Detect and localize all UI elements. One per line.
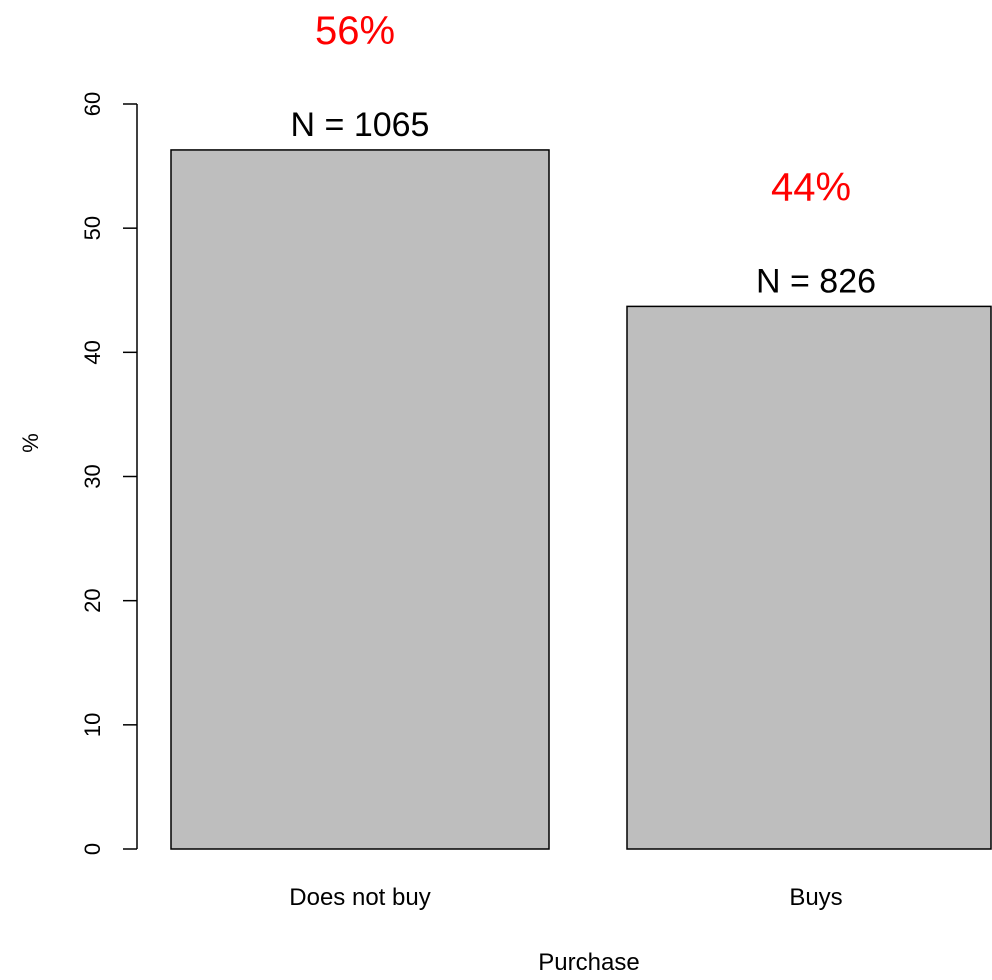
count-label: N = 826 — [756, 262, 876, 300]
y-tick-label: 50 — [80, 216, 105, 240]
percent-label: 56% — [315, 9, 395, 53]
y-axis-title: % — [18, 433, 43, 453]
count-label: N = 1065 — [291, 106, 430, 144]
x-axis-title: Purchase — [538, 949, 639, 975]
bar-does-not-buy — [170, 149, 550, 850]
x-tick-label: Buys — [789, 884, 842, 911]
y-tick-label: 0 — [80, 843, 105, 855]
x-tick-label: Does not buy — [289, 884, 430, 911]
y-tick-label: 30 — [80, 464, 105, 488]
percent-label: 44% — [771, 165, 851, 209]
bar-labels-group: Does not buy N = 1065 56% Buys N = 826 44% — [289, 9, 876, 911]
y-tick-label: 60 — [80, 92, 105, 116]
y-tick-label: 10 — [80, 713, 105, 737]
y-axis: 0 10 20 30 40 50 60 — [80, 92, 138, 855]
y-tick-label: 40 — [80, 340, 105, 364]
bars-group — [170, 149, 992, 850]
y-tick-label: 20 — [80, 588, 105, 612]
bar-buys — [626, 305, 992, 850]
